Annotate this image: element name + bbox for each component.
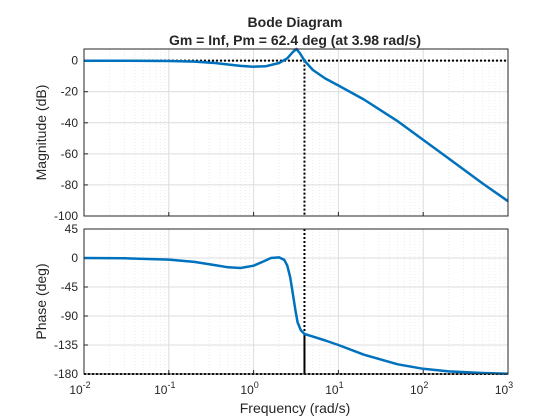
- x-tick-label: 10-2: [69, 380, 90, 397]
- x-axis-label: Frequency (rad/s): [240, 400, 350, 416]
- y-tick-label: -60: [61, 147, 79, 161]
- phase-series-line: [83, 256, 509, 375]
- y-tick-label: -180: [54, 367, 78, 381]
- phase-y-ticks: 45 0 -45 -90 -135 -180: [54, 222, 88, 381]
- phase-axes-box: [83, 228, 509, 375]
- x-tick-label: 10-1: [154, 380, 175, 397]
- x-tick-label: 102: [410, 380, 428, 397]
- y-tick-label: -20: [61, 85, 79, 99]
- y-tick-label: -135: [54, 338, 78, 352]
- y-tick-label: -90: [61, 309, 79, 323]
- x-tick-labels: 10-2 10-1 100 101 102 103: [69, 380, 513, 397]
- phase-plot-area: [84, 229, 508, 374]
- magnitude-y-ticks: 0 -20 -40 -60 -80 -100: [54, 54, 88, 223]
- magnitude-grid: [83, 49, 508, 217]
- magnitude-series-line: [84, 47, 509, 203]
- y-tick-label: -100: [54, 209, 78, 223]
- chart-subtitle: Gm = Inf, Pm = 62.4 deg (at 3.98 rad/s): [169, 32, 421, 48]
- y-tick-label: 0: [71, 54, 78, 68]
- magnitude-plot-area: [84, 49, 508, 216]
- y-tick-label: -80: [61, 178, 79, 192]
- y-tick-label: -40: [61, 116, 79, 130]
- phase-ylabel: Phase (deg): [33, 263, 49, 339]
- chart-title: Bode Diagram: [248, 14, 343, 30]
- x-tick-label: 103: [495, 380, 513, 397]
- magnitude-ylabel: Magnitude (dB): [33, 85, 49, 181]
- y-tick-label: 45: [65, 222, 79, 236]
- magnitude-panel: 0 -20 -40 -60 -80 -100 Magnitude (dB): [33, 47, 509, 223]
- y-tick-label: 0: [71, 251, 78, 265]
- phase-panel: 45 0 -45 -90 -135 -180 Phase (deg): [33, 222, 509, 381]
- y-tick-label: -45: [61, 280, 79, 294]
- magnitude-axes-box: [83, 48, 509, 217]
- x-tick-label: 101: [325, 380, 343, 397]
- x-tick-label: 100: [240, 380, 258, 397]
